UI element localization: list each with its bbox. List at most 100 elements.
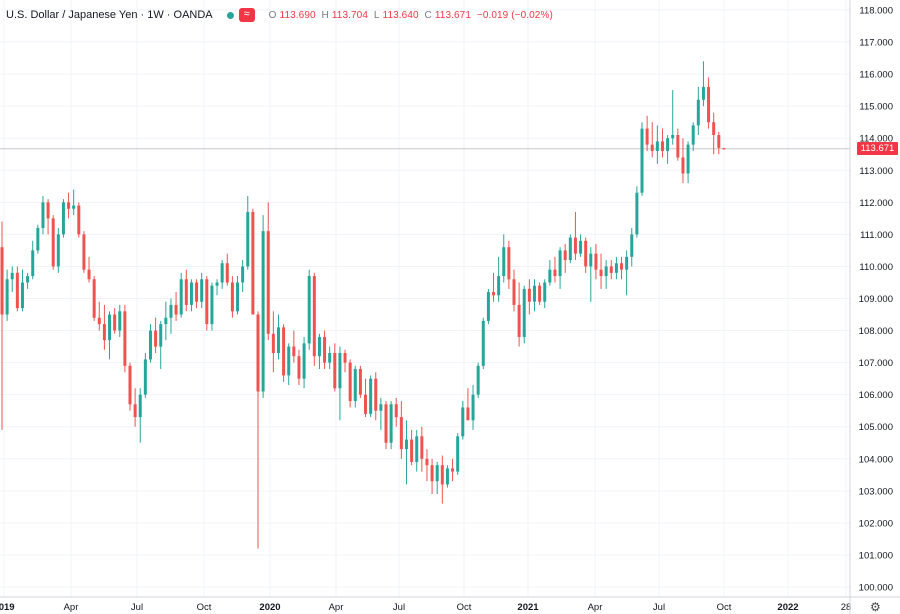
- candle-body: [138, 394, 142, 418]
- candle-body: [276, 327, 280, 353]
- y-tick-label: 103.000: [859, 486, 893, 497]
- candle-body: [169, 304, 173, 318]
- x-tick-label: Apr: [588, 602, 603, 613]
- candle-body: [348, 362, 352, 402]
- x-tick-label: 28: [841, 602, 852, 613]
- y-tick-label: 110.000: [859, 262, 893, 273]
- candle-body: [614, 263, 618, 273]
- x-tick-label: 2019: [0, 602, 15, 613]
- green-dot-icon: [226, 11, 234, 19]
- candle-body: [282, 327, 286, 376]
- change-value: −0.019 (−0.02%): [476, 9, 553, 21]
- candle-body: [645, 128, 649, 145]
- candle-body: [307, 276, 311, 344]
- wave-icon[interactable]: ≈: [238, 8, 255, 22]
- candle-body: [246, 211, 250, 267]
- candle-body: [394, 404, 398, 418]
- y-tick-label: 116.000: [859, 70, 893, 81]
- close-value: 113.671: [434, 9, 471, 21]
- candle-body: [266, 231, 270, 334]
- candle-body: [87, 269, 91, 280]
- candle-body: [558, 250, 562, 277]
- candle-body: [445, 468, 449, 485]
- candle-body: [573, 237, 577, 254]
- last-price-tag: 113.671: [857, 142, 898, 156]
- symbol-title[interactable]: U.S. Dollar / Japanese Yen · 1W · OANDA: [6, 9, 213, 21]
- candle-body: [154, 330, 158, 347]
- candle-body: [374, 378, 378, 411]
- candle-body: [328, 352, 332, 363]
- candle-body: [123, 311, 127, 366]
- candle-body: [522, 288, 526, 337]
- y-tick-label: 107.000: [859, 358, 893, 369]
- candle-body: [143, 359, 147, 395]
- candle-body: [118, 311, 122, 331]
- candle-body: [67, 202, 71, 209]
- y-tick-label: 111.000: [860, 230, 893, 241]
- candle-body: [655, 141, 659, 152]
- candle-body: [696, 99, 700, 126]
- candle-body: [364, 394, 368, 414]
- candle-body: [630, 234, 634, 257]
- candle-body: [200, 279, 204, 302]
- candle-body: [128, 365, 132, 405]
- candle-body: [113, 314, 117, 331]
- gear-icon[interactable]: ⚙: [870, 600, 881, 614]
- open-value: 113.690: [279, 9, 316, 21]
- x-tick-label: Jul: [653, 602, 665, 613]
- candle-body: [271, 333, 275, 353]
- candle-body: [553, 269, 557, 277]
- candle-body: [666, 138, 670, 152]
- candle-body: [312, 276, 316, 357]
- candle-body: [543, 282, 547, 302]
- candle-body: [681, 157, 685, 174]
- candle-body: [323, 336, 327, 363]
- candle-body: [389, 404, 393, 443]
- high-value: 113.704: [331, 9, 368, 21]
- candle-body: [471, 394, 475, 421]
- candle-body: [701, 86, 705, 100]
- candle-body: [333, 352, 337, 389]
- candle-body: [584, 240, 588, 267]
- candle-body: [225, 263, 229, 283]
- candle-body: [415, 436, 419, 462]
- candle-body: [538, 285, 542, 302]
- candle-body: [466, 407, 470, 421]
- candle-body: [82, 234, 86, 270]
- candle-body: [517, 304, 521, 337]
- candle-body: [486, 292, 490, 321]
- candle-body: [20, 282, 24, 309]
- candle-body: [241, 266, 245, 283]
- candle-body: [660, 141, 664, 152]
- y-tick-label: 114.000: [859, 134, 893, 145]
- candle-body: [384, 404, 388, 443]
- candle-body: [189, 282, 193, 305]
- candle-body: [379, 404, 383, 411]
- y-tick-label: 102.000: [859, 518, 893, 529]
- candle-body: [36, 227, 40, 251]
- candle-body: [456, 436, 460, 472]
- candle-body: [46, 202, 50, 219]
- candle-body: [461, 407, 465, 437]
- candle-body: [230, 282, 234, 312]
- y-tick-label: 109.000: [859, 294, 893, 305]
- candle-body: [92, 279, 96, 318]
- candle-body: [205, 279, 209, 325]
- candle-body: [579, 240, 583, 254]
- candle-body: [5, 279, 9, 315]
- candle-body: [15, 272, 19, 309]
- candle-body: [108, 314, 112, 341]
- candle-body: [195, 282, 199, 302]
- y-tick-label: 108.000: [859, 326, 893, 337]
- candle-body: [604, 266, 608, 277]
- candle-body: [440, 465, 444, 485]
- y-tick-label: 101.000: [859, 550, 893, 561]
- y-tick-label: 100.000: [859, 583, 893, 594]
- candle-body: [420, 436, 424, 459]
- candle-body: [338, 352, 342, 389]
- candle-body: [548, 269, 552, 283]
- candle-body: [620, 263, 624, 270]
- y-tick-label: 113.000: [859, 166, 893, 177]
- candle-body: [691, 125, 695, 145]
